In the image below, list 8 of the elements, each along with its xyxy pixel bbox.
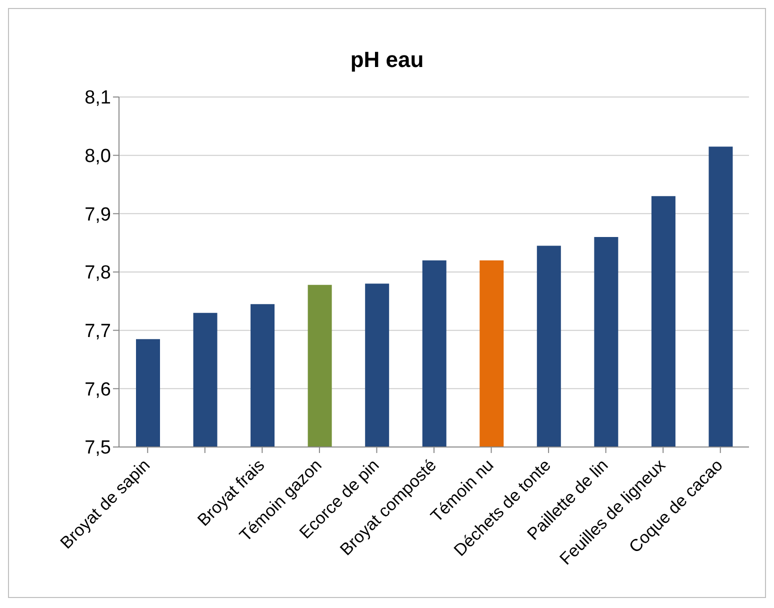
y-tick-label: 8,1 xyxy=(84,88,111,109)
y-tick-label: 7,5 xyxy=(84,438,111,459)
y-tick-label: 7,8 xyxy=(84,262,111,284)
y-tick-label: 7,6 xyxy=(84,379,111,400)
chart-title: pH eau xyxy=(349,46,425,74)
y-tick-label: 8,0 xyxy=(84,146,111,168)
y-tick-label: 7,9 xyxy=(84,204,111,226)
y-tick-label: 7,7 xyxy=(84,321,111,342)
